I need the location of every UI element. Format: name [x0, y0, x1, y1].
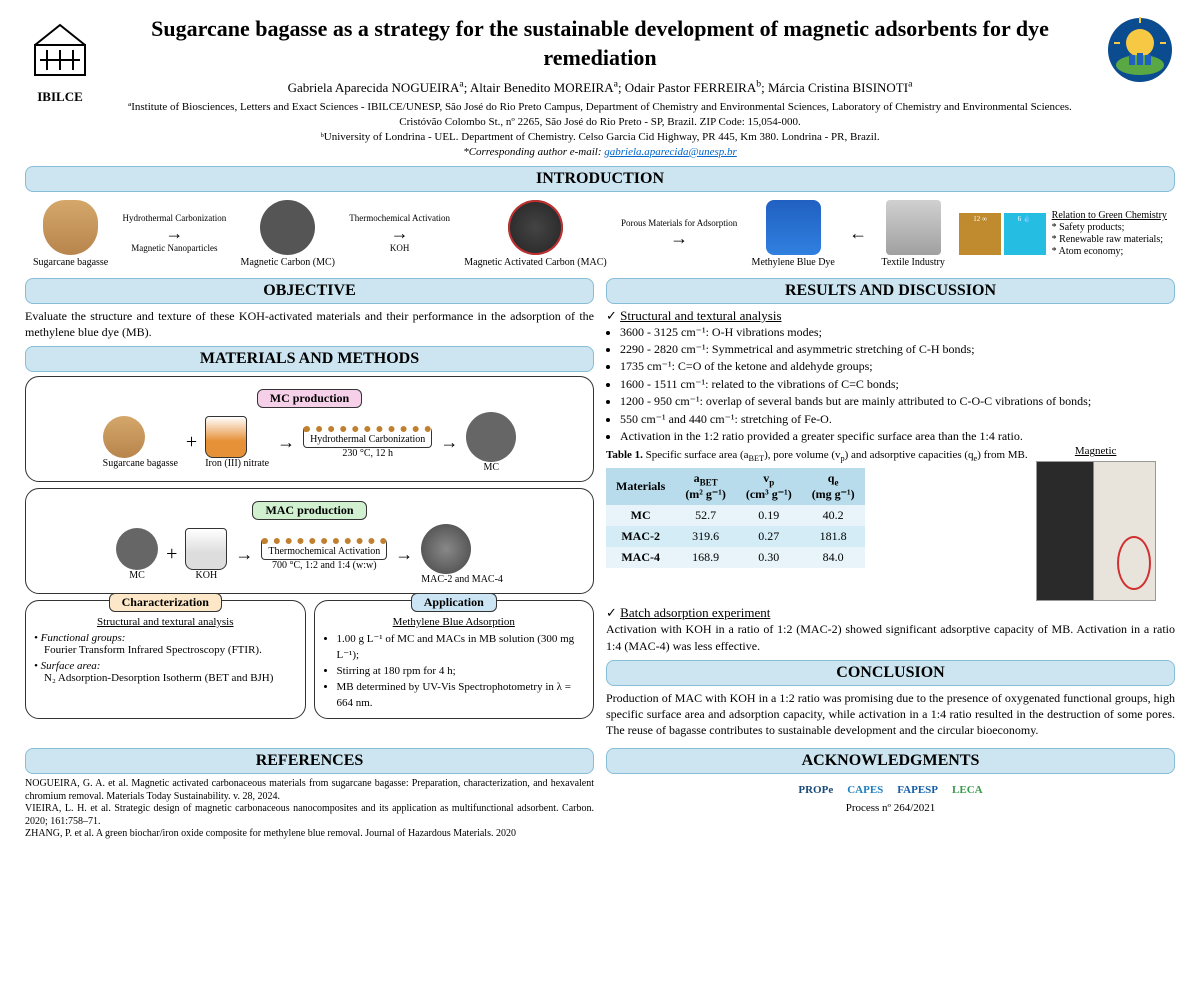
mac-production-box: MAC production MC + KOH → Thermochemical…: [25, 488, 594, 594]
table-row: MAC-2319.60.27181.8: [606, 526, 865, 547]
references-list: NOGUEIRA, G. A. et al. Magnetic activate…: [25, 778, 594, 841]
sdg6-icon: 6 💧: [1004, 213, 1046, 255]
prope-logo: PROPe: [798, 784, 833, 796]
section-objective: OBJECTIVE: [25, 278, 594, 304]
mac-icon: [508, 200, 563, 255]
batch-check: ✓ Batch adsorption experiment: [606, 605, 1175, 621]
affiliation-b: ᵇUniversity of Londrina - UEL. Departmen…: [110, 130, 1090, 145]
htc-box: Hydrothermal Carbonization: [303, 426, 432, 448]
process-number: Process nº 264/2021: [606, 802, 1175, 814]
table-caption: Specific surface area (aBET), pore volum…: [646, 449, 1028, 461]
section-conclusion: CONCLUSION: [606, 660, 1175, 686]
results-table: Materials aBET(m² g⁻¹) vp(cm³ g⁻¹) qe(mg…: [606, 468, 865, 568]
conclusion-text: Production of MAC with KOH in a 1:2 rati…: [606, 690, 1175, 739]
section-results: RESULTS AND DISCUSSION: [606, 278, 1175, 304]
magnetic-photo: [1036, 461, 1156, 601]
mb-dye-icon: [766, 200, 821, 255]
green-chem-title: Relation to Green Chemistry: [1052, 210, 1167, 222]
section-ack: ACKNOWLEDGMENTS: [606, 748, 1175, 774]
objective-text: Evaluate the structure and texture of th…: [25, 308, 594, 340]
affiliation-a: ªInstitute of Biosciences, Letters and E…: [110, 100, 1090, 131]
section-references: REFERENCES: [25, 748, 594, 774]
bagasse-icon: [43, 200, 98, 255]
mc-icon: [260, 200, 315, 255]
textile-icon: [886, 200, 941, 255]
mc-production-box: MC production Sugarcane bagasse + Iron (…: [25, 376, 594, 482]
corresponding-email: *Corresponding author e-mail: gabriela.a…: [110, 146, 1090, 158]
magnetic-label: Magnetic: [1036, 445, 1156, 457]
capes-logo: CAPES: [847, 784, 883, 796]
intro-flow-diagram: Sugarcane bagasse Hydrothermal Carboniza…: [25, 196, 1175, 272]
email-link[interactable]: gabriela.aparecida@unesp.br: [604, 146, 737, 158]
sdg12-icon: 12 ∞: [959, 213, 1001, 255]
mac-result-img: [421, 524, 471, 574]
ibilce-logo: IBILCE: [25, 15, 95, 105]
poster-title: Sugarcane bagasse as a strategy for the …: [110, 15, 1090, 72]
leca-logo: LECA: [952, 784, 983, 796]
application-box: Application Methylene Blue Adsorption 1.…: [314, 600, 595, 719]
table-row: MC52.70.1940.2: [606, 505, 865, 526]
batch-text: Activation with KOH in a ratio of 1:2 (M…: [606, 621, 1175, 653]
characterization-box: Characterization Structural and textural…: [25, 600, 306, 719]
mc-result-img: [466, 412, 516, 462]
authors: Gabriela Aparecida NOGUEIRAa; Altair Ben…: [110, 78, 1090, 95]
bagasse-img: [103, 416, 145, 458]
iron-nitrate-img: [205, 416, 247, 458]
table-row: MAC-4168.90.3084.0: [606, 547, 865, 568]
koh-img: [185, 528, 227, 570]
tca-box: Thermochemical Activation: [261, 538, 387, 560]
structural-check: ✓ Structural and textural analysis: [606, 308, 1175, 324]
section-introduction: INTRODUCTION: [25, 166, 1175, 192]
section-materials: MATERIALS AND METHODS: [25, 346, 594, 372]
mc-input-img: [116, 528, 158, 570]
institute-logo-right: [1105, 15, 1175, 89]
ibilce-text: IBILCE: [25, 89, 95, 105]
poster-header: IBILCE Sugarcane bagasse as a strategy f…: [25, 15, 1175, 158]
ack-logos: PROPe CAPES FAPESP LECA: [606, 778, 1175, 802]
fapesp-logo: FAPESP: [897, 784, 938, 796]
